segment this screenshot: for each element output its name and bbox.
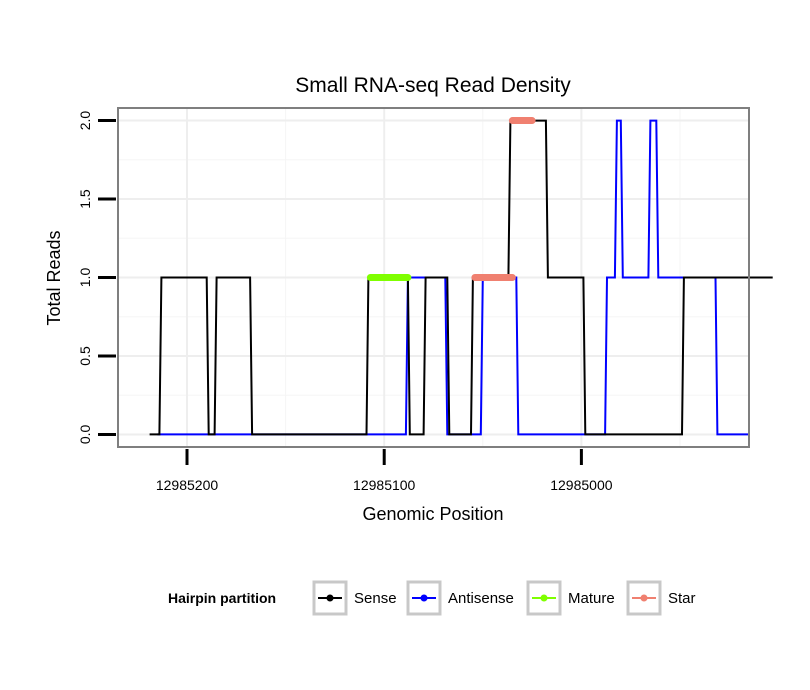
y-tick-label: 1.0 xyxy=(77,268,93,288)
x-axis-label: Genomic Position xyxy=(362,504,503,524)
legend-key-point xyxy=(326,594,334,602)
legend-key-point xyxy=(420,594,428,602)
legend-label-star: Star xyxy=(668,590,696,607)
legend-label-sense: Sense xyxy=(354,590,397,607)
chart-title: Small RNA-seq Read Density xyxy=(295,74,571,97)
series-line-antisense xyxy=(157,119,726,436)
x-tick-label: 12985000 xyxy=(550,477,613,493)
legend-label-antisense: Antisense xyxy=(448,590,514,607)
legend-key-point xyxy=(640,594,648,602)
legend-title: Hairpin partition xyxy=(168,590,276,606)
y-tick-label: 0.5 xyxy=(77,346,93,366)
x-tick-label: 12985100 xyxy=(353,477,416,493)
legend-key-point xyxy=(540,594,548,602)
series-line-sense xyxy=(149,119,773,436)
y-tick-label: 1.5 xyxy=(77,189,93,209)
x-tick-label: 12985200 xyxy=(156,477,219,493)
y-axis-label: Total Reads xyxy=(44,230,64,325)
y-tick-label: 0.0 xyxy=(77,425,93,445)
legend-label-mature: Mature xyxy=(568,590,615,607)
y-tick-label: 2.0 xyxy=(77,111,93,131)
legend: Hairpin partition Sense Antisense Mature Sta… xyxy=(168,580,696,616)
plot-border xyxy=(117,107,750,448)
